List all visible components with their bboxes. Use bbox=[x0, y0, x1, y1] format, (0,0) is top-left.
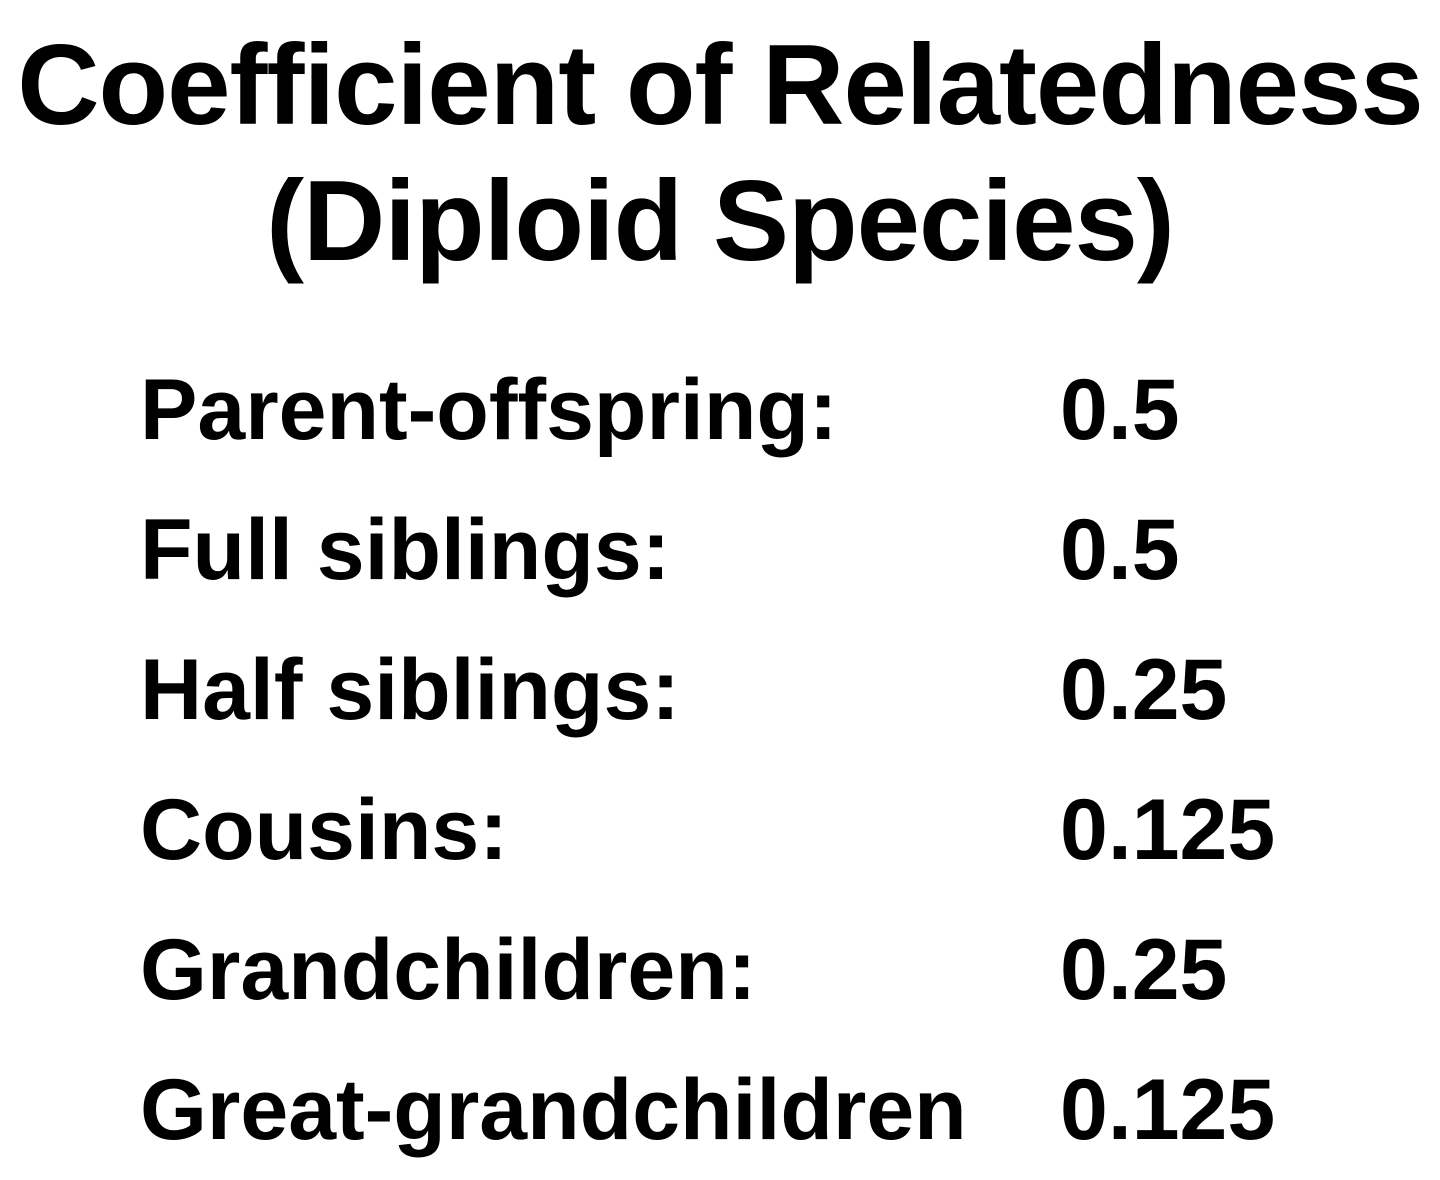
relationship-label: Grandchildren: bbox=[140, 922, 757, 1018]
title-line-1: Coefficient of Relatedness bbox=[17, 22, 1424, 149]
relationship-label: Half siblings: bbox=[140, 642, 680, 738]
list-item: Full siblings: 0.5 bbox=[140, 480, 1400, 620]
list-item: Half siblings: 0.25 bbox=[140, 620, 1400, 760]
list-item: Cousins: 0.125 bbox=[140, 760, 1400, 900]
relationship-label: Cousins: bbox=[140, 782, 508, 878]
coefficient-value: 0.125 bbox=[1060, 782, 1276, 878]
title-line-2: (Diploid Species) bbox=[266, 158, 1175, 285]
list-item: Great-grandchildren 0.125 bbox=[140, 1040, 1400, 1180]
relationship-label: Parent-offspring: bbox=[140, 362, 838, 458]
relationship-label: Full siblings: bbox=[140, 502, 671, 598]
coefficient-value: 0.25 bbox=[1060, 642, 1228, 738]
coefficient-value: 0.5 bbox=[1060, 362, 1180, 458]
relatedness-list: Parent-offspring: 0.5 Full siblings: 0.5… bbox=[140, 340, 1400, 1180]
coefficient-value: 0.125 bbox=[1060, 1062, 1276, 1158]
coefficient-value: 0.5 bbox=[1060, 502, 1180, 598]
relationship-label: Great-grandchildren bbox=[140, 1062, 967, 1158]
coefficient-value: 0.25 bbox=[1060, 922, 1228, 1018]
page-title: Coefficient of Relatedness (Diploid Spec… bbox=[0, 18, 1440, 290]
list-item: Grandchildren: 0.25 bbox=[140, 900, 1400, 1040]
list-item: Parent-offspring: 0.5 bbox=[140, 340, 1400, 480]
